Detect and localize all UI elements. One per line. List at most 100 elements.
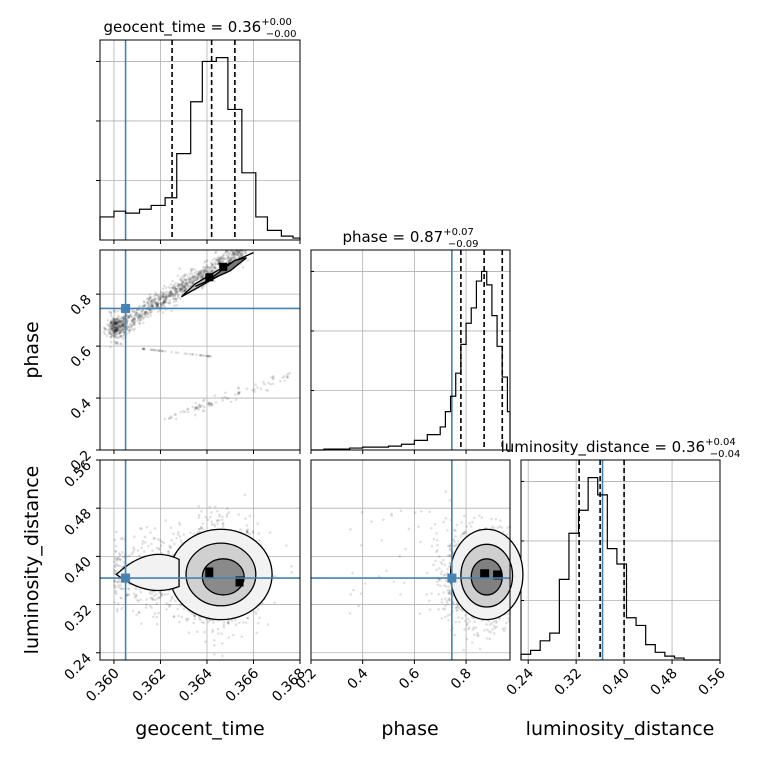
sample-point (183, 285, 187, 288)
panel-title: phase = 0.87+0.07 −0.09 (342, 227, 478, 250)
sample-point (184, 284, 188, 287)
sample-point (182, 288, 186, 292)
sample-point (160, 295, 164, 299)
panel-frame (99, 459, 301, 661)
sample-point (253, 388, 256, 391)
sample-point (184, 286, 187, 289)
sample-point (159, 290, 163, 294)
sample-point (465, 623, 469, 627)
sample-point (243, 251, 247, 255)
sample-point (453, 540, 456, 544)
sample-point (206, 518, 210, 522)
sample-point (246, 258, 250, 262)
sample-point (181, 281, 184, 284)
sample-point (148, 591, 152, 595)
sample-point (135, 311, 139, 315)
sample-point (184, 288, 187, 292)
sample-point (180, 287, 183, 291)
sample-point (457, 605, 460, 608)
sample-point (122, 317, 125, 320)
sample-point (468, 620, 472, 623)
sample-point (282, 375, 286, 378)
sample-point (121, 324, 125, 327)
sample-point (142, 550, 146, 553)
sample-point (136, 316, 140, 320)
sample-point (193, 274, 197, 278)
sample-point (240, 253, 244, 256)
sample-point (217, 259, 221, 262)
sample-point (240, 254, 243, 258)
sample-point (171, 292, 175, 295)
sample-point (140, 309, 144, 312)
sample-point (210, 403, 214, 406)
sample-point (114, 326, 118, 330)
sample-point (112, 334, 116, 337)
sample-point (160, 293, 163, 297)
sample-point (146, 315, 150, 319)
sample-point (182, 285, 186, 288)
sample-point (108, 328, 112, 332)
sample-point (116, 324, 120, 327)
scatter-points (102, 248, 292, 421)
truth-marker (121, 573, 131, 583)
sample-point (448, 544, 452, 547)
sample-point (162, 295, 166, 299)
sample-point (141, 308, 145, 312)
sample-point (167, 550, 170, 553)
sample-point (111, 325, 114, 328)
sample-point (150, 310, 153, 313)
sample-point (159, 544, 163, 547)
sample-point (109, 332, 112, 336)
sample-point (155, 301, 159, 305)
sample-point (444, 490, 448, 493)
sample-point (248, 514, 252, 518)
sample-point (114, 319, 117, 323)
sample-point (189, 280, 192, 284)
sample-point (136, 313, 139, 317)
sample-point (196, 272, 200, 276)
sample-point (106, 329, 110, 332)
sample-point (193, 614, 196, 618)
sample-point (111, 322, 115, 325)
sample-point (491, 628, 494, 631)
sample-point (490, 517, 493, 521)
x-axis-label: phase (381, 718, 438, 740)
sample-point (115, 330, 118, 333)
sample-point (160, 305, 164, 309)
sample-point (170, 292, 174, 296)
sample-point (245, 530, 249, 533)
sample-point (452, 538, 456, 542)
sample-point (142, 304, 145, 308)
sample-point (467, 627, 470, 631)
sample-point (448, 562, 452, 565)
sample-point (189, 276, 192, 279)
sample-point (116, 327, 119, 330)
sample-point (180, 287, 184, 291)
sample-point (290, 564, 293, 568)
sample-point (112, 328, 116, 332)
sample-point (435, 580, 439, 583)
sample-point (117, 323, 121, 327)
sample-point (204, 266, 208, 269)
sample-point (144, 313, 147, 316)
sample-point (236, 252, 239, 256)
sample-point (179, 539, 183, 542)
sample-point (154, 348, 157, 352)
sample-point (111, 321, 114, 324)
sample-point (156, 303, 159, 307)
sample-point (181, 286, 185, 290)
sample-point (113, 320, 117, 324)
sample-point (197, 407, 200, 411)
sample-point (134, 314, 138, 317)
sample-point (163, 298, 167, 301)
sample-point (118, 319, 121, 322)
sample-point (164, 300, 167, 304)
sample-point (113, 579, 117, 582)
sample-point (155, 305, 159, 309)
sample-point (229, 257, 233, 260)
sample-point (188, 277, 191, 281)
sample-point (195, 276, 198, 279)
sample-point (461, 617, 464, 620)
sample-point (188, 277, 192, 281)
sample-point (284, 544, 288, 547)
